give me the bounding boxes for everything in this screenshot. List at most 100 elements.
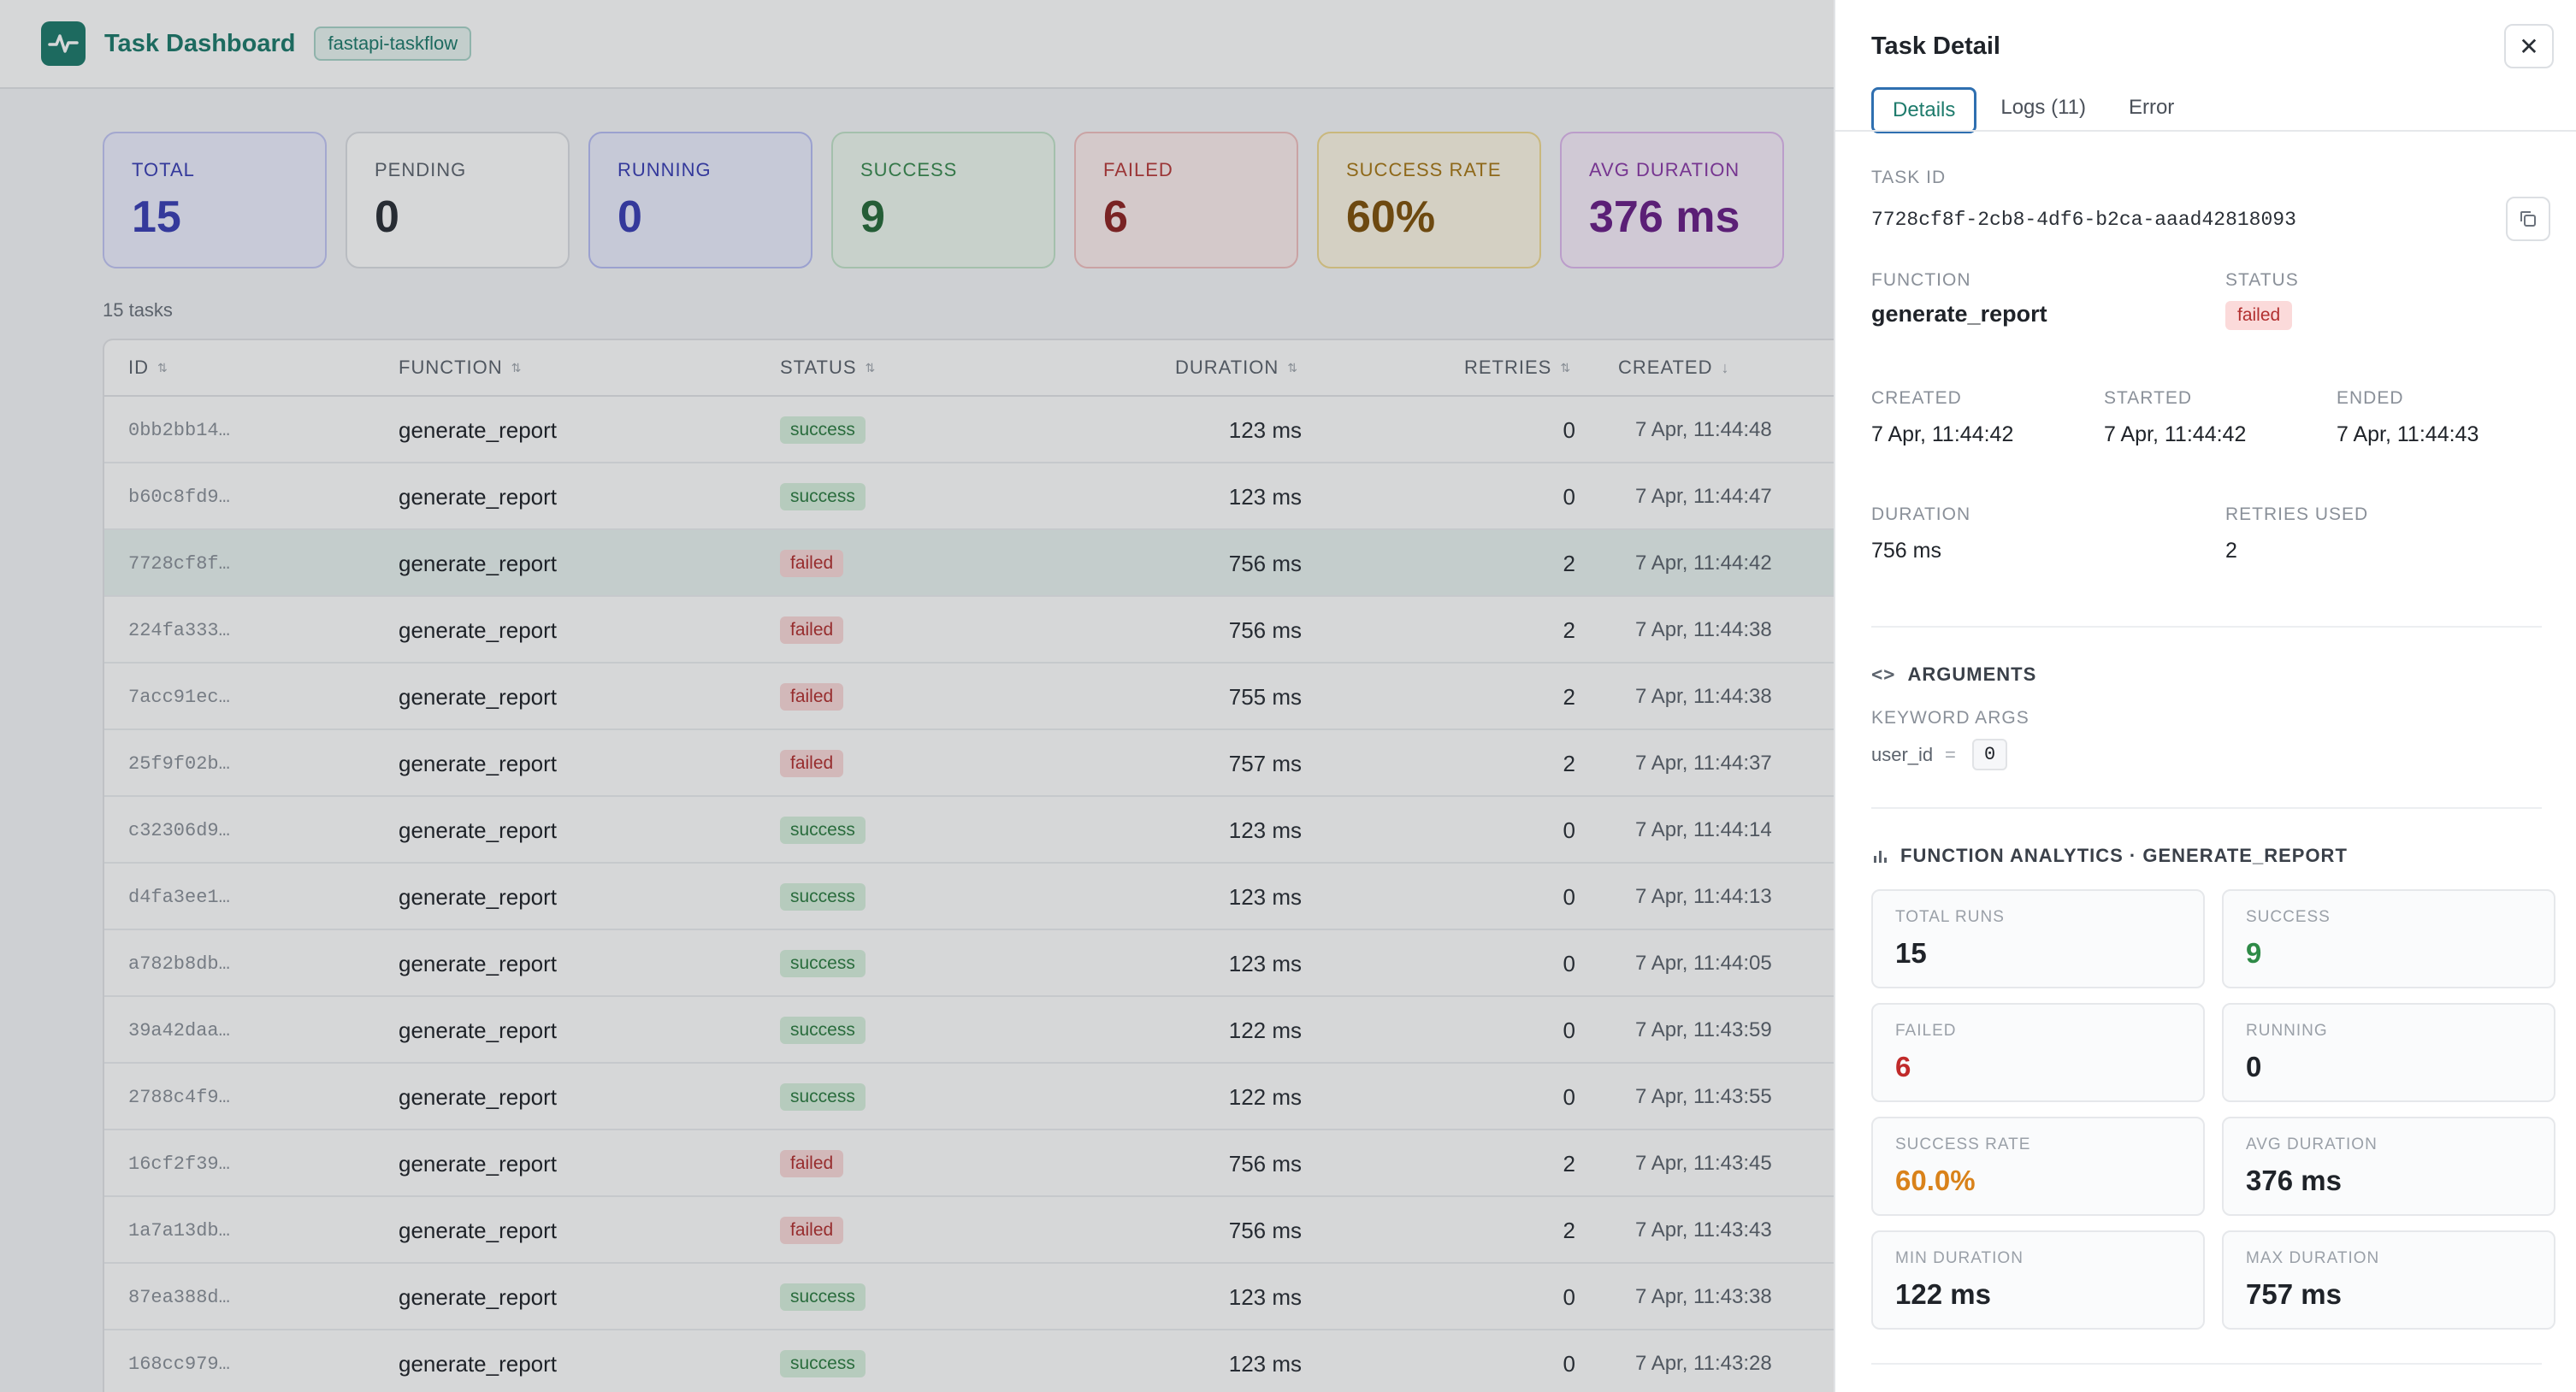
tab-error[interactable]: Error (2128, 96, 2175, 119)
retries-cell: 2 (1563, 1150, 1575, 1177)
column-header-id[interactable]: ID ⇅ (128, 357, 168, 379)
task-id-cell: 39a42daa… (128, 1019, 230, 1041)
task-id-label: TASK ID (1871, 168, 1947, 187)
column-header-retries[interactable]: RETRIES ⇅ (1464, 357, 1571, 379)
status-badge: failed (780, 750, 844, 777)
function-cell: generate_report (399, 750, 558, 776)
column-header-label: FUNCTION (399, 357, 503, 378)
duration-cell: 123 ms (1228, 1350, 1302, 1377)
table-row[interactable]: c32306d9… generate_report success 123 ms 0 7 … (104, 797, 1834, 864)
stat-label: RUNNING (617, 159, 712, 180)
status-cell: success (780, 997, 866, 1064)
project-badge: fastapi-taskflow (314, 27, 472, 61)
column-header-created[interactable]: CREATED ↓ (1618, 357, 1730, 379)
dashboard-main: Task Dashboard fastapi-taskflow TOTAL 15… (0, 0, 1834, 1392)
function-cell: generate_report (399, 616, 558, 643)
duration-cell: 757 ms (1228, 750, 1302, 776)
column-header-duration[interactable]: DURATION ⇅ (1175, 357, 1298, 379)
created-cell: 7 Apr, 11:44:47 (1635, 485, 1772, 508)
analytics-value: 757 ms (2246, 1278, 2342, 1310)
table-row[interactable]: 0bb2bb14… generate_report success 123 ms 0 7 … (104, 397, 1834, 463)
table-row[interactable]: 39a42daa… generate_report success 122 ms 0 7 … (104, 997, 1834, 1064)
retries-cell: 2 (1563, 550, 1575, 576)
created-cell: 7 Apr, 11:44:42 (1635, 551, 1772, 575)
table-row[interactable]: 25f9f02b… generate_report failed 757 ms 2 7 A… (104, 730, 1834, 797)
stat-label: SUCCESS RATE (1346, 159, 1502, 180)
table-row[interactable]: a782b8db… generate_report success 123 ms 0 7 … (104, 930, 1834, 997)
column-header-label: STATUS (780, 357, 857, 378)
function-cell: generate_report (399, 817, 558, 843)
status-cell: failed (780, 664, 844, 730)
stat-label: SUCCESS (860, 159, 958, 180)
status-badge: failed (780, 683, 844, 711)
started-value: 7 Apr, 11:44:42 (2104, 422, 2247, 446)
status-badge: failed (780, 616, 844, 644)
function-cell: generate_report (399, 1350, 558, 1377)
task-id-cell: 2788c4f9… (128, 1086, 230, 1108)
function-cell: generate_report (399, 1217, 558, 1243)
tab-details[interactable]: Details (1871, 87, 1977, 133)
analytics-card: MAX DURATION 757 ms (2222, 1230, 2555, 1330)
table-row[interactable]: 224fa333… generate_report failed 756 ms 2 7 A… (104, 597, 1834, 664)
analytics-label: SUCCESS (2246, 908, 2331, 926)
analytics-value: 376 ms (2246, 1165, 2342, 1196)
created-label: CREATED (1871, 388, 1962, 408)
duration-cell: 122 ms (1228, 1083, 1302, 1110)
status-cell: success (780, 1264, 866, 1330)
created-cell: 7 Apr, 11:43:43 (1635, 1218, 1772, 1242)
task-id-cell: a782b8db… (128, 953, 230, 975)
task-id-cell: 87ea388d… (128, 1286, 230, 1308)
function-cell: generate_report (399, 1017, 558, 1043)
table-row[interactable]: 7728cf8f… generate_report failed 756 ms 2 7 A… (104, 530, 1834, 597)
analytics-value: 122 ms (1895, 1278, 1991, 1310)
table-row[interactable]: 16cf2f39… generate_report failed 756 ms 2 7 A… (104, 1130, 1834, 1197)
section-divider (1871, 1363, 2542, 1365)
retries-cell: 0 (1563, 1017, 1575, 1043)
retries-cell: 2 (1563, 750, 1575, 776)
table-row[interactable]: b60c8fd9… generate_report success 123 ms 0 7 … (104, 463, 1834, 530)
close-icon: ✕ (2519, 32, 2539, 60)
analytics-heading-label: FUNCTION ANALYTICS · GENERATE_REPORT (1900, 845, 2348, 866)
tab-logs[interactable]: Logs (11) (2000, 96, 2086, 119)
created-cell: 7 Apr, 11:44:37 (1635, 752, 1772, 775)
task-id-cell: 1a7a13db… (128, 1219, 230, 1242)
copy-button[interactable] (2506, 197, 2550, 241)
close-button[interactable]: ✕ (2504, 24, 2554, 68)
stat-label: TOTAL (132, 159, 195, 180)
task-detail-panel: Task Detail ✕ Details Logs (11) Error TA… (1834, 0, 2576, 1392)
stat-value: 6 (1103, 192, 1128, 242)
column-header-label: RETRIES (1464, 357, 1552, 378)
modal-backdrop[interactable] (0, 0, 1834, 1392)
column-header-label: CREATED (1618, 357, 1713, 378)
created-cell: 7 Apr, 11:43:59 (1635, 1018, 1772, 1041)
analytics-label: RUNNING (2246, 1022, 2328, 1040)
analytics-value: 6 (1895, 1051, 1911, 1082)
table-row[interactable]: 2788c4f9… generate_report success 122 ms 0 7 … (104, 1064, 1834, 1130)
column-header-function[interactable]: FUNCTION ⇅ (399, 357, 522, 379)
app-header: Task Dashboard fastapi-taskflow (0, 0, 1834, 89)
task-id-cell: 224fa333… (128, 619, 230, 641)
table-row[interactable]: d4fa3ee1… generate_report success 123 ms 0 7 … (104, 864, 1834, 930)
analytics-value: 60.0% (1895, 1165, 1976, 1196)
started-label: STARTED (2104, 388, 2193, 408)
stat-card-pending: PENDING 0 (346, 132, 570, 268)
retries-cell: 0 (1563, 883, 1575, 910)
status-badge: success (780, 483, 866, 510)
column-header-status[interactable]: STATUS ⇅ (780, 357, 876, 379)
code-icon: <> (1871, 664, 1896, 686)
table-row[interactable]: 7acc91ec… generate_report failed 755 ms 2 7 A… (104, 664, 1834, 730)
retries-cell: 0 (1563, 950, 1575, 976)
sort-icon: ⇅ (511, 360, 523, 375)
stat-card-failed: FAILED 6 (1074, 132, 1298, 268)
table-row[interactable]: 87ea388d… generate_report success 123 ms 0 7 … (104, 1264, 1834, 1330)
function-cell: generate_report (399, 1083, 558, 1110)
stats-row: TOTAL 15 PENDING 0 RUNNING 0 SUCCESS 9 F… (103, 132, 1784, 268)
retries-cell: 2 (1563, 683, 1575, 710)
task-id-cell: 7acc91ec… (128, 686, 230, 708)
table-row[interactable]: 1a7a13db… generate_report failed 756 ms 2 7 A… (104, 1197, 1834, 1264)
stat-label: AVG DURATION (1589, 159, 1740, 180)
stat-value: 0 (617, 192, 642, 242)
function-cell: generate_report (399, 883, 558, 910)
arg-value: 0 (1972, 739, 2008, 770)
table-row[interactable]: 168cc979… generate_report success 123 ms 0 7 … (104, 1330, 1834, 1392)
